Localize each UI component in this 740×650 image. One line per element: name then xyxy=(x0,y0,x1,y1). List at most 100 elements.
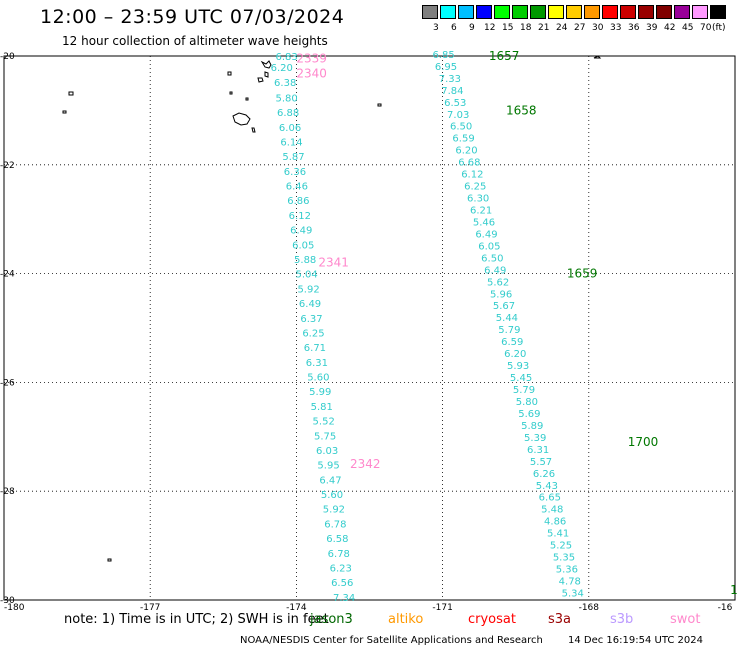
colorbar-label: 6 xyxy=(451,23,457,33)
colorbar-label: 21 xyxy=(538,23,550,33)
colorbar-swatch xyxy=(512,5,528,19)
swh-value: 6.49 xyxy=(290,226,312,237)
swh-value: 6.26 xyxy=(533,469,555,480)
swh-value: 6.78 xyxy=(328,549,350,560)
swh-value: 6.68 xyxy=(458,158,480,169)
y-tick-label: -22 xyxy=(0,161,15,171)
swh-value: 4.86 xyxy=(544,517,566,528)
swh-value: 5.69 xyxy=(518,409,540,420)
colorbar-swatch xyxy=(584,5,600,19)
swh-value: 7.33 xyxy=(439,74,461,85)
swh-value: 7.34 xyxy=(333,593,355,604)
swh-value: 6.49 xyxy=(475,229,497,240)
x-tick-label: -180 xyxy=(4,603,25,613)
swh-value: 5.45 xyxy=(510,373,532,384)
land-outlines xyxy=(62,55,602,562)
colorbar-label: 36 xyxy=(628,23,640,33)
swh-value: 6.30 xyxy=(467,194,489,205)
swh-value: 6.23 xyxy=(330,563,352,574)
colorbar-label: 33 xyxy=(610,23,622,33)
swh-value: 5.48 xyxy=(541,505,563,516)
swh-value: 5.04 xyxy=(296,270,318,281)
swh-value: 5.57 xyxy=(530,457,552,468)
swh-value: 6.86 xyxy=(287,196,309,207)
swh-value: 6.56 xyxy=(331,578,353,589)
colorbar-swatch xyxy=(440,5,456,19)
x-tick-label: -16 xyxy=(718,603,733,613)
pass-time-label: 1659 xyxy=(567,267,598,281)
colorbar-label: 70 xyxy=(700,23,712,33)
colorbar-label: (ft) xyxy=(712,23,726,33)
swh-value: 5.81 xyxy=(311,402,333,413)
map-frame xyxy=(3,55,736,601)
pass-time-label: 1657 xyxy=(489,49,520,63)
x-tick-label: -171 xyxy=(432,603,452,613)
colorbar-swatch xyxy=(602,5,618,19)
x-tick-label: -177 xyxy=(140,603,160,613)
colorbar-label: 45 xyxy=(682,23,694,33)
x-tick-label: -168 xyxy=(579,603,600,613)
map-grid: -180 -177 -174 -171 -168 -16 -20 -22 -24 -26 -28 -3… xyxy=(0,52,736,613)
swh-value: 6.20 xyxy=(504,349,526,360)
y-tick-label: -24 xyxy=(0,270,15,280)
swh-value: 6.49 xyxy=(299,299,321,310)
swh-value: 6.88 xyxy=(277,108,299,119)
swh-value: 6.58 xyxy=(326,534,348,545)
swh-value: 6.38 xyxy=(274,78,296,89)
altimeter-tracks: 6.836.206.385.806.886.066.145.876.366.46… xyxy=(271,50,584,604)
swh-value: 5.80 xyxy=(276,93,298,104)
colorbar-label: 12 xyxy=(484,23,496,33)
swh-value: 6.65 xyxy=(539,493,561,504)
swh-value: 5.60 xyxy=(307,373,329,384)
swh-value: 5.41 xyxy=(547,529,569,540)
colorbar-swatch xyxy=(674,5,690,19)
swh-value: 6.21 xyxy=(470,205,492,216)
satellite-legend-swot: swot xyxy=(670,612,701,627)
page-title: 12:00 – 23:59 UTC 07/03/2024 xyxy=(40,6,345,28)
pass-time-label: 1658 xyxy=(506,103,537,117)
swh-value: 5.46 xyxy=(473,217,495,228)
satellite-legend-s3a: s3a xyxy=(548,612,572,627)
swh-value: 5.88 xyxy=(294,255,316,266)
swh-value: 6.50 xyxy=(450,122,472,133)
swh-value: 6.85 xyxy=(432,50,454,61)
swh-value: 5.25 xyxy=(550,541,572,552)
swh-value: 5.62 xyxy=(487,277,509,288)
satellite-legend-s3b: s3b xyxy=(610,612,634,627)
colorbar-swatch xyxy=(638,5,654,19)
credit-line: NOAA/NESDIS Center for Satellite Applica… xyxy=(240,635,543,646)
swh-value: 6.71 xyxy=(304,343,326,354)
island-icon xyxy=(62,55,602,562)
swh-value: 5.67 xyxy=(493,301,515,312)
swh-value: 6.59 xyxy=(501,337,523,348)
swh-value: 5.36 xyxy=(556,565,578,576)
swh-value: 6.14 xyxy=(280,137,302,148)
pass-time-label: 1 xyxy=(730,583,738,597)
colorbar-swatch xyxy=(710,5,726,19)
swh-value: 5.99 xyxy=(309,387,331,398)
swh-value: 5.35 xyxy=(553,553,575,564)
colorbar-swatch xyxy=(656,5,672,19)
swh-value: 5.34 xyxy=(562,588,584,599)
swh-value: 5.79 xyxy=(498,325,520,336)
x-tick-label: -174 xyxy=(286,603,307,613)
swh-value: 5.43 xyxy=(536,481,558,492)
pass-time-label: 2340 xyxy=(296,66,327,80)
swh-value: 6.12 xyxy=(289,211,311,222)
swh-value: 6.83 xyxy=(276,52,298,63)
footer-note: note: 1) Time is in UTC; 2) SWH is in fe… xyxy=(64,612,329,627)
y-tick-label: -30 xyxy=(0,596,15,606)
swh-value: 6.12 xyxy=(461,170,483,181)
colorbar-swatch xyxy=(422,5,438,19)
swh-value: 6.31 xyxy=(527,445,549,456)
swh-value: 6.05 xyxy=(292,240,314,251)
tonga-island-group-icon xyxy=(232,112,251,126)
swh-value: 5.92 xyxy=(323,505,345,516)
swh-value: 7.03 xyxy=(447,110,469,121)
swh-value: 6.50 xyxy=(481,253,503,264)
swh-value: 5.96 xyxy=(490,289,512,300)
swh-value: 4.78 xyxy=(559,577,581,588)
colorbar-label: 18 xyxy=(520,23,532,33)
pass-time-label: 2341 xyxy=(318,256,349,270)
